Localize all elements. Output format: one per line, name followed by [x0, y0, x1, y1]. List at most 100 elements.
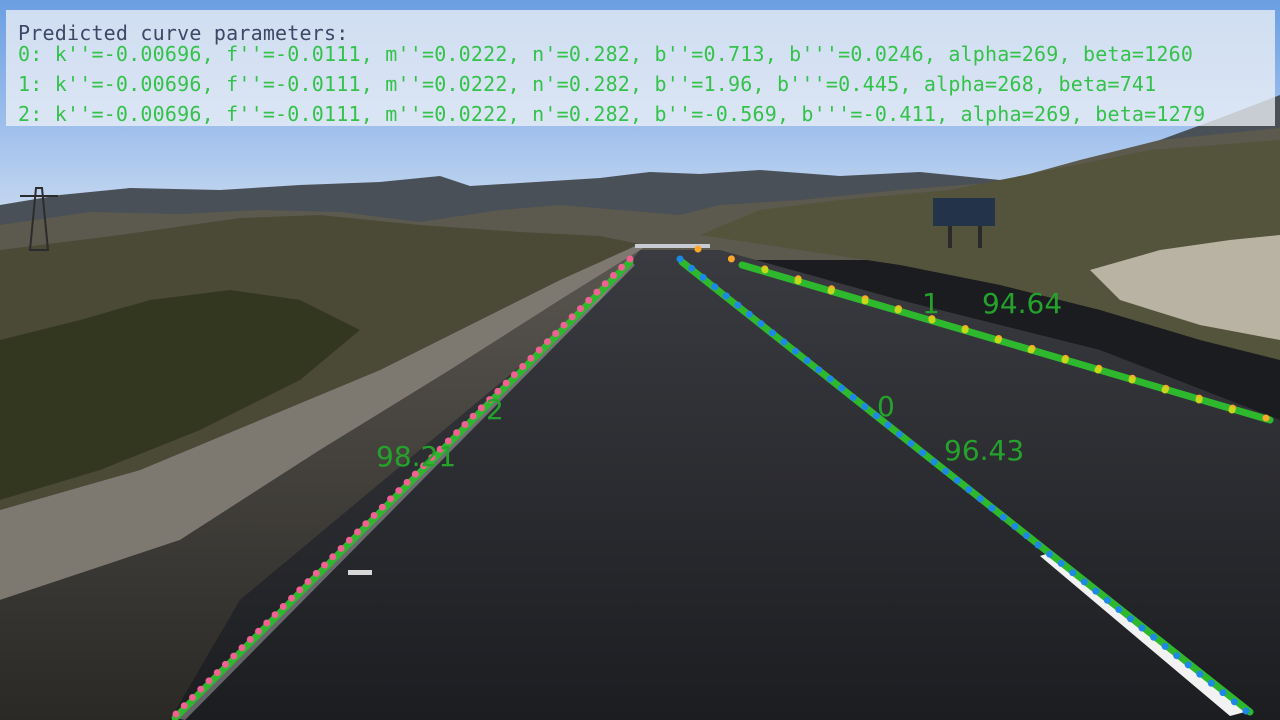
lane-1-point — [727, 255, 735, 263]
lane-2-point — [436, 445, 444, 453]
lane-0-point — [999, 513, 1007, 521]
lane-0-point — [1242, 707, 1250, 715]
lane-2-point — [601, 280, 609, 288]
lane-2-point — [230, 652, 238, 660]
lane-1-match-point — [827, 287, 835, 295]
lane-0-point — [815, 366, 823, 374]
lane-1-match-point — [1195, 396, 1203, 404]
lane-1-match-point — [794, 277, 802, 285]
panel-title: Predicted curve parameters: — [18, 21, 349, 45]
lane-2-point — [560, 321, 568, 329]
lane-0-point — [792, 347, 799, 355]
lane-2-point — [255, 627, 262, 635]
lane-1-match-point — [1061, 356, 1069, 364]
lane-0-point — [953, 476, 961, 484]
lane-2-point — [544, 338, 551, 346]
lane-0-point — [1046, 550, 1054, 558]
lane-0-point — [1150, 633, 1158, 641]
lane-2-point — [453, 429, 461, 437]
lane-0-point — [1127, 615, 1134, 623]
lane-0-point — [1230, 698, 1238, 706]
lane-1-parameters: 1: k''=-0.00696, f''=-0.0111, m''=0.0222… — [18, 72, 1157, 96]
lane-0-point — [1138, 624, 1146, 632]
lane-1-point — [694, 245, 702, 253]
lane-0-point — [1023, 532, 1030, 540]
lane-0-point — [826, 375, 834, 383]
lane-0-point — [676, 255, 684, 263]
lane-1-match-point — [928, 316, 936, 324]
lane-0-point — [688, 264, 696, 272]
lane-0-point — [1161, 642, 1169, 650]
lane-2-point — [362, 520, 370, 528]
lane-2-score-label: 98.21 — [376, 440, 457, 473]
lane-2-point — [222, 660, 229, 668]
lane-1-match-point — [994, 336, 1002, 344]
lane-2-point — [568, 313, 576, 321]
lane-2-point — [345, 536, 353, 544]
lane-0-point — [1092, 587, 1100, 595]
lane-1-match-point — [1094, 366, 1102, 374]
lane-0-point — [1115, 606, 1123, 613]
lane-0-point — [1103, 596, 1111, 604]
lane-2-point — [296, 586, 304, 594]
lane-0-point — [861, 403, 869, 411]
lane-0-point — [965, 486, 973, 494]
lane-0-point — [1196, 670, 1204, 678]
lane-2-point — [321, 561, 329, 569]
lane-2-point — [519, 363, 527, 370]
lane-0-point — [1207, 679, 1215, 687]
lane-1-point — [1262, 414, 1270, 422]
lane-2-point — [585, 296, 593, 304]
lane-0-point — [872, 412, 880, 420]
lane-1-score-label: 94.64 — [982, 287, 1063, 320]
lane-2-point — [387, 495, 395, 503]
left-asphalt-shoulder — [0, 244, 650, 720]
lane-2-point — [263, 619, 271, 627]
lane-0-point — [884, 421, 892, 429]
lane-0-point — [849, 393, 857, 401]
lane-0-point — [757, 320, 765, 328]
lane-1-match-point — [761, 266, 769, 274]
lane-2-point — [494, 387, 502, 395]
left-bushes — [0, 290, 360, 500]
lane-2-point — [469, 412, 477, 420]
lane-0-point — [1057, 559, 1065, 567]
lane-1-match-point — [861, 297, 869, 305]
lane-2-point — [552, 330, 560, 337]
lane-0-point — [1184, 661, 1192, 669]
power-tower — [28, 187, 50, 251]
left-gravel — [0, 244, 650, 600]
lane-0-point — [1069, 569, 1077, 577]
lane-2-point — [444, 437, 452, 445]
lane-0-point — [1173, 652, 1181, 660]
lane-1-match-point — [1027, 346, 1035, 354]
lane-2-point — [461, 421, 469, 428]
lane-0-point — [745, 310, 753, 318]
lane-2-point — [486, 396, 494, 404]
lane-2-point — [428, 454, 436, 461]
lane-2-point — [288, 594, 296, 602]
lane-2-parameters: 2: k''=-0.00696, f''=-0.0111, m''=0.0222… — [18, 102, 1206, 126]
lane-0-point — [1034, 541, 1042, 549]
lane-0-point — [896, 430, 903, 438]
lane-0-point — [711, 283, 719, 291]
lane-2-point — [403, 478, 411, 486]
lane-0-point — [803, 357, 811, 364]
predicted-points — [172, 245, 1270, 718]
lane-2-point — [189, 694, 196, 701]
lane-2-point — [213, 669, 221, 677]
lane-2-point — [420, 462, 428, 470]
lane-2-point — [378, 503, 386, 511]
lane-0-score-label: 96.43 — [944, 434, 1025, 467]
lane-1-match-point — [961, 326, 969, 334]
lane-0-id-label: 0 — [877, 390, 895, 423]
right-rock-cut — [1090, 235, 1280, 340]
lane-0-point — [942, 467, 950, 475]
lane-2-point — [354, 528, 362, 536]
lane-0-point — [838, 384, 846, 392]
billboard — [933, 198, 995, 226]
lane-0-point — [907, 440, 915, 447]
lane-0-point — [722, 292, 730, 300]
road-surface — [170, 250, 1280, 720]
